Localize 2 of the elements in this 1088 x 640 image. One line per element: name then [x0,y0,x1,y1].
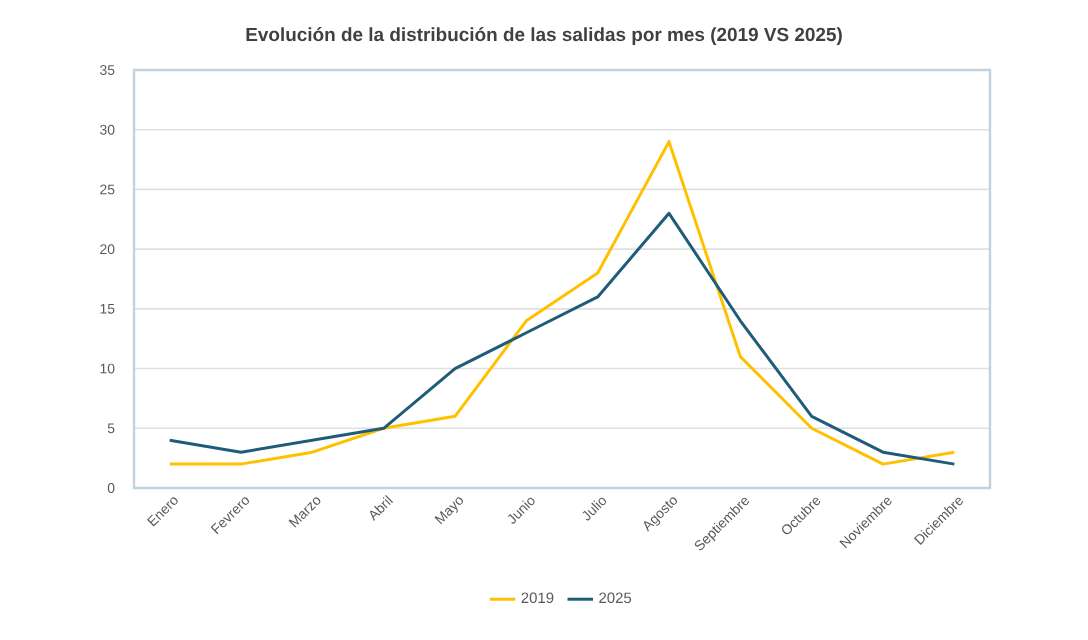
chart-title: Evolución de la distribución de las salidas por mes (2019 VS 2025) [246,27,842,45]
line-series [168,140,956,466]
